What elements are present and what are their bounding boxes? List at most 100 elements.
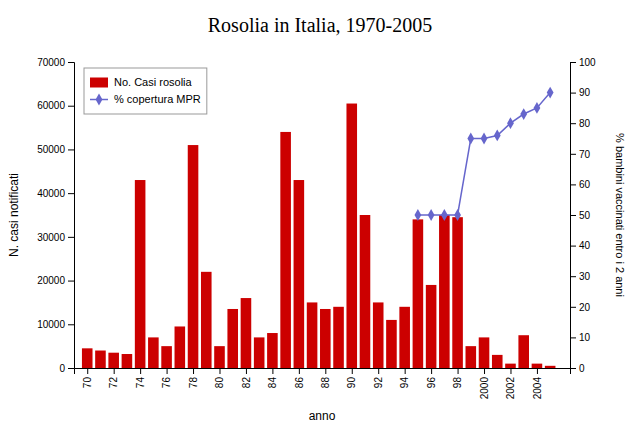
x-tick-label: 96 bbox=[426, 377, 437, 389]
x-tick-mark bbox=[114, 368, 115, 374]
y2-tick-label: 0 bbox=[579, 363, 585, 374]
bar bbox=[492, 355, 503, 368]
x-tick-mark bbox=[219, 368, 220, 374]
bar bbox=[254, 337, 265, 368]
x-tick-label: 78 bbox=[188, 377, 199, 389]
bar bbox=[95, 351, 106, 368]
x-tick: 2000 bbox=[479, 368, 490, 399]
x-tick-mark bbox=[87, 368, 88, 374]
x-tick: 82 bbox=[241, 368, 252, 388]
x-tick: 72 bbox=[108, 368, 119, 388]
legend-marker bbox=[96, 94, 103, 106]
x-tick-label: 88 bbox=[320, 377, 331, 389]
y-tick: 40000 bbox=[37, 188, 74, 199]
legend: No. Casi rosolia % copertura MPR bbox=[84, 68, 207, 114]
x-tick: 88 bbox=[320, 368, 331, 388]
bar bbox=[201, 272, 212, 368]
y2-tick: 40 bbox=[570, 240, 591, 251]
y2-tick-label: 50 bbox=[579, 210, 591, 221]
y2-tick-label: 20 bbox=[579, 302, 591, 313]
x-tick: 2004 bbox=[532, 368, 543, 399]
x-tick: 84 bbox=[267, 368, 278, 388]
y2-tick-label: 40 bbox=[579, 240, 591, 251]
marker bbox=[520, 108, 527, 120]
legend-frame bbox=[84, 68, 207, 114]
y2-tick-label: 90 bbox=[579, 87, 591, 98]
bar bbox=[452, 217, 463, 368]
x-tick-mark bbox=[484, 368, 485, 374]
y2-tick-mark bbox=[570, 368, 576, 369]
bar bbox=[413, 219, 424, 368]
x-tick: 2002 bbox=[505, 368, 516, 399]
y2-tick: 100 bbox=[570, 57, 596, 68]
marker bbox=[507, 117, 514, 129]
x-tick: 90 bbox=[346, 368, 357, 388]
legend-swatch bbox=[90, 78, 108, 88]
x-tick: 98 bbox=[452, 368, 463, 388]
y2-tick-mark bbox=[570, 276, 576, 277]
plot-area bbox=[82, 87, 556, 368]
x-tick-mark bbox=[458, 368, 459, 374]
chart: 7072747678808284868890929496982000200220… bbox=[0, 0, 640, 430]
x-tick-label: 84 bbox=[267, 377, 278, 389]
y-tick-label: 30000 bbox=[37, 232, 65, 243]
x-tick-label: 2004 bbox=[532, 377, 543, 400]
y2-tick-mark bbox=[570, 154, 576, 155]
bar bbox=[227, 309, 238, 368]
legend-item: % copertura MPR bbox=[90, 93, 201, 105]
x-tick: 96 bbox=[426, 368, 437, 388]
marker bbox=[441, 209, 448, 221]
bar bbox=[346, 104, 357, 368]
legend-item: No. Casi rosolia bbox=[90, 76, 193, 88]
x-tick-mark bbox=[378, 368, 379, 374]
x-tick-label: 70 bbox=[82, 377, 93, 389]
y-tick-mark bbox=[68, 193, 74, 194]
y2-tick: 90 bbox=[570, 87, 591, 98]
x-tick-label: 2002 bbox=[505, 377, 516, 400]
y-tick-mark bbox=[68, 368, 74, 369]
y-tick-mark bbox=[68, 106, 74, 107]
y2-axis: 0102030405060708090100 bbox=[570, 57, 596, 374]
y2-tick-mark bbox=[570, 62, 576, 63]
x-tick-mark bbox=[352, 368, 353, 374]
y-tick: 0 bbox=[59, 363, 74, 374]
marker bbox=[467, 133, 474, 145]
bar bbox=[214, 346, 225, 368]
y2-tick-mark bbox=[570, 184, 576, 185]
bar bbox=[122, 354, 133, 368]
x-tick-label: 94 bbox=[399, 377, 410, 389]
bar bbox=[241, 298, 252, 368]
x-tick: 94 bbox=[399, 368, 410, 388]
y-tick-mark bbox=[68, 281, 74, 282]
y2-axis-title: % bambini vaccinati entro i 2 anni bbox=[614, 133, 626, 297]
x-tick-label: 92 bbox=[373, 377, 384, 389]
marker bbox=[534, 102, 541, 114]
bar bbox=[294, 180, 305, 368]
y-tick-label: 40000 bbox=[37, 188, 65, 199]
marker bbox=[414, 209, 421, 221]
line bbox=[418, 93, 550, 215]
y2-tick: 20 bbox=[570, 302, 591, 313]
x-tick-mark bbox=[193, 368, 194, 374]
x-tick-label: 98 bbox=[452, 377, 463, 389]
x-tick-label: 76 bbox=[161, 377, 172, 389]
y2-tick-label: 80 bbox=[579, 118, 591, 129]
y-tick: 60000 bbox=[37, 100, 74, 111]
x-tick: 80 bbox=[214, 368, 225, 388]
y2-tick-label: 10 bbox=[579, 332, 591, 343]
bar bbox=[386, 320, 397, 368]
y2-tick-mark bbox=[570, 123, 576, 124]
bar bbox=[148, 337, 159, 368]
x-tick-label: 82 bbox=[241, 377, 252, 389]
y-tick-mark bbox=[68, 62, 74, 63]
y2-axis-line bbox=[571, 63, 577, 369]
y2-tick-mark bbox=[570, 93, 576, 94]
marker bbox=[454, 209, 461, 221]
y-tick: 10000 bbox=[37, 319, 74, 330]
bar bbox=[505, 364, 516, 368]
title: Rosolia in Italia, 1970-2005 bbox=[208, 14, 432, 36]
bar bbox=[518, 335, 529, 368]
x-tick-mark bbox=[325, 368, 326, 374]
bar bbox=[466, 346, 477, 368]
x-tick: 92 bbox=[373, 368, 384, 388]
